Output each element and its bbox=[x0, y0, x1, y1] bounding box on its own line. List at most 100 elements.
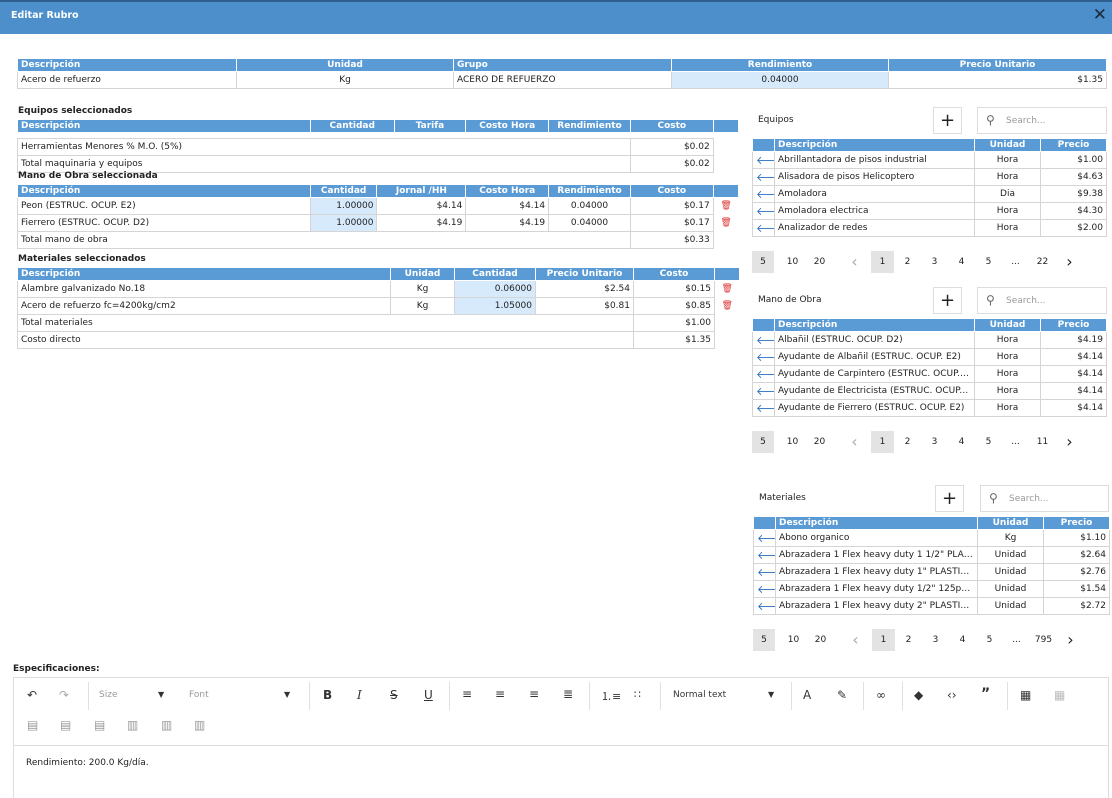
rubro-rendimiento-input[interactable]: 0.04000 bbox=[671, 71, 889, 89]
undo-icon[interactable]: ↶ bbox=[27, 688, 38, 702]
especificaciones-editor[interactable]: Rendimiento: 200.0 Kg/día. bbox=[13, 745, 1109, 798]
trash-icon[interactable]: 🗑 bbox=[721, 284, 733, 295]
page-size-5[interactable]: 5 bbox=[752, 431, 774, 453]
page-4[interactable]: 4 bbox=[959, 635, 966, 645]
page-last[interactable]: 11 bbox=[1036, 437, 1049, 447]
page-2[interactable]: 2 bbox=[904, 437, 911, 447]
highlight-pen-icon[interactable]: ✎ bbox=[837, 688, 848, 702]
chevron-down-icon[interactable]: ▼ bbox=[284, 690, 291, 699]
redo-icon[interactable]: ↷ bbox=[59, 688, 70, 702]
strikethrough-icon[interactable]: S bbox=[390, 688, 398, 702]
align-justify-icon[interactable]: ≣ bbox=[563, 687, 574, 701]
page-3[interactable]: 3 bbox=[931, 257, 938, 267]
mano-cantidad-input[interactable]: 1.00000 bbox=[309, 197, 378, 215]
trash-icon[interactable]: 🗑 bbox=[721, 301, 733, 311]
total-mano-value: $0.33 bbox=[629, 231, 714, 249]
materiales-search-input[interactable]: ⚲ Search... bbox=[980, 485, 1109, 512]
table-insert-icon[interactable]: ▦ bbox=[1020, 688, 1032, 702]
chevron-left-icon[interactable]: ‹ bbox=[851, 252, 858, 271]
arrow-left-icon[interactable]: 🡐 bbox=[753, 563, 776, 581]
page-size-20[interactable]: 20 bbox=[813, 437, 826, 447]
add-equipo-button[interactable]: + bbox=[933, 107, 962, 134]
page-4[interactable]: 4 bbox=[958, 257, 965, 267]
bullet-list-icon[interactable]: ∷ bbox=[634, 688, 641, 701]
material-cantidad-input[interactable]: 1.05000 bbox=[454, 297, 536, 315]
align-center-icon[interactable]: ≡ bbox=[495, 687, 506, 701]
page-last[interactable]: 22 bbox=[1036, 257, 1049, 267]
page-size-10[interactable]: 10 bbox=[786, 437, 799, 447]
chevron-down-icon[interactable]: ▼ bbox=[158, 690, 165, 699]
page-1[interactable]: 1 bbox=[871, 251, 894, 273]
chevron-right-icon[interactable]: › bbox=[1066, 252, 1073, 271]
italic-icon[interactable]: I bbox=[357, 688, 362, 702]
table-delete-icon[interactable]: ▦ bbox=[1054, 688, 1066, 702]
arrow-left-icon[interactable]: 🡐 bbox=[752, 382, 775, 400]
chevron-down-icon[interactable]: ▼ bbox=[768, 690, 775, 699]
page-last[interactable]: 795 bbox=[1034, 635, 1053, 645]
add-material-button[interactable]: + bbox=[935, 485, 964, 512]
page-2[interactable]: 2 bbox=[904, 257, 911, 267]
ordered-list-icon[interactable]: ⒈≡ bbox=[601, 690, 622, 703]
page-size-5[interactable]: 5 bbox=[752, 251, 774, 273]
delete-col-icon[interactable]: ▥ bbox=[194, 718, 206, 732]
code-icon[interactable]: ‹› bbox=[947, 688, 957, 702]
underline-icon[interactable]: U bbox=[424, 688, 433, 702]
arrow-left-icon[interactable]: 🡐 bbox=[752, 348, 775, 366]
font-color-icon[interactable]: A bbox=[803, 688, 812, 702]
bold-icon[interactable]: B bbox=[323, 688, 333, 702]
chevron-left-icon[interactable]: ‹ bbox=[852, 630, 859, 649]
mano-search-input[interactable]: ⚲ Search... bbox=[977, 287, 1107, 314]
page-3[interactable]: 3 bbox=[932, 635, 939, 645]
page-1[interactable]: 1 bbox=[872, 629, 895, 651]
insert-row-above-icon[interactable]: ▤ bbox=[27, 718, 39, 732]
page-1[interactable]: 1 bbox=[871, 431, 894, 453]
editor-content[interactable]: Rendimiento: 200.0 Kg/día. bbox=[26, 758, 149, 768]
insert-col-right-icon[interactable]: ▥ bbox=[161, 718, 173, 732]
arrow-left-icon[interactable]: 🡐 bbox=[752, 219, 775, 237]
page-5[interactable]: 5 bbox=[985, 257, 992, 267]
material-cantidad-input[interactable]: 0.06000 bbox=[454, 280, 536, 298]
page-size-20[interactable]: 20 bbox=[814, 635, 827, 645]
trash-icon[interactable]: 🗑 bbox=[720, 201, 732, 212]
page-size-5[interactable]: 5 bbox=[753, 629, 775, 651]
eraser-icon[interactable]: ◆ bbox=[914, 688, 924, 702]
format-select[interactable]: Normal text bbox=[673, 690, 727, 700]
equipos-search-input[interactable]: ⚲ Search... bbox=[977, 107, 1107, 134]
add-mano-button[interactable]: + bbox=[933, 287, 962, 314]
delete-row-icon[interactable]: ▤ bbox=[94, 718, 106, 732]
mano-cantidad-input[interactable]: 1.00000 bbox=[309, 214, 378, 232]
page-2[interactable]: 2 bbox=[905, 635, 912, 645]
align-right-icon[interactable]: ≡ bbox=[529, 687, 540, 701]
arrow-left-icon[interactable]: 🡐 bbox=[752, 365, 775, 383]
insert-row-below-icon[interactable]: ▤ bbox=[60, 718, 72, 732]
page-5[interactable]: 5 bbox=[985, 437, 992, 447]
font-select[interactable]: Font bbox=[189, 690, 209, 700]
arrow-left-icon[interactable]: 🡐 bbox=[752, 399, 775, 417]
link-icon[interactable]: ∞ bbox=[876, 688, 886, 702]
material-precio: $2.54 bbox=[535, 280, 634, 298]
trash-icon[interactable]: 🗑 bbox=[720, 218, 732, 228]
arrow-left-icon[interactable]: 🡐 bbox=[753, 597, 776, 615]
page-3[interactable]: 3 bbox=[931, 437, 938, 447]
arrow-left-icon[interactable]: 🡐 bbox=[752, 331, 775, 349]
arrow-left-icon[interactable]: 🡐 bbox=[752, 151, 775, 169]
insert-col-left-icon[interactable]: ▥ bbox=[127, 718, 139, 732]
page-5[interactable]: 5 bbox=[986, 635, 993, 645]
chevron-right-icon[interactable]: › bbox=[1066, 432, 1073, 451]
arrow-left-icon[interactable]: 🡐 bbox=[753, 529, 776, 547]
quote-icon[interactable]: ” bbox=[981, 686, 991, 702]
arrow-left-icon[interactable]: 🡐 bbox=[753, 580, 776, 598]
close-icon[interactable]: ✕ bbox=[1092, 5, 1107, 25]
arrow-left-icon[interactable]: 🡐 bbox=[752, 202, 775, 220]
chevron-right-icon[interactable]: › bbox=[1067, 630, 1074, 649]
arrow-left-icon[interactable]: 🡐 bbox=[752, 185, 775, 203]
page-4[interactable]: 4 bbox=[958, 437, 965, 447]
arrow-left-icon[interactable]: 🡐 bbox=[753, 546, 776, 564]
arrow-left-icon[interactable]: 🡐 bbox=[752, 168, 775, 186]
page-size-20[interactable]: 20 bbox=[813, 257, 826, 267]
page-size-10[interactable]: 10 bbox=[787, 635, 800, 645]
align-left-icon[interactable]: ≡ bbox=[462, 687, 473, 701]
page-size-10[interactable]: 10 bbox=[786, 257, 799, 267]
chevron-left-icon[interactable]: ‹ bbox=[851, 432, 858, 451]
size-select[interactable]: Size bbox=[99, 690, 118, 700]
